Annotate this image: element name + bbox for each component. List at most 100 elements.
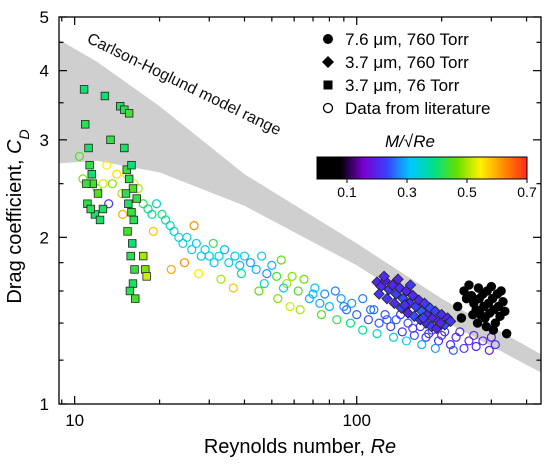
point-3-7um-760torr	[373, 288, 385, 300]
literature-point	[179, 258, 190, 268]
colorbar-tick-label: 0.3	[397, 184, 417, 200]
literature-point	[147, 209, 157, 220]
literature-point	[216, 274, 226, 284]
literature-point	[430, 343, 440, 354]
y-axis-label-subscript: D	[16, 129, 32, 139]
y-tick-label: 1	[40, 395, 49, 414]
literature-point	[262, 268, 272, 279]
y-axis-label-text: Drag coefficient,	[4, 154, 26, 304]
literature-point	[409, 330, 419, 341]
point-3-7um-760torr	[381, 292, 393, 305]
literature-point	[433, 336, 444, 346]
point-7-6um-760torr	[464, 280, 474, 290]
literature-point	[236, 268, 246, 279]
point-3-7um-76torr	[124, 109, 134, 118]
point-7-6um-760torr	[472, 318, 483, 328]
legend-label: Data from literature	[345, 99, 491, 118]
point-3-7um-76torr	[128, 239, 137, 248]
y-axis-label: Drag coefficient, CD	[4, 129, 32, 303]
literature-point	[363, 315, 374, 325]
point-3-7um-760torr	[404, 279, 417, 291]
legend: 7.6 μm, 760 Torr 3.7 μm, 760 Torr 3.7 μm, …	[322, 30, 491, 118]
literature-point	[339, 301, 349, 312]
literature-point	[278, 283, 289, 293]
point-3-7um-76torr	[126, 251, 135, 261]
literature-point	[382, 315, 392, 325]
literature-point	[214, 251, 224, 261]
literature-point	[143, 204, 153, 214]
legend-label: 3.7 μm, 760 Torr	[345, 53, 469, 72]
literature-point	[469, 330, 479, 341]
literature-point	[408, 323, 418, 333]
point-3-7um-76torr	[122, 165, 131, 174]
literature-point	[148, 226, 158, 236]
colorbar-ticks: 0.1 0.3 0.5 0.7	[337, 179, 537, 200]
literature-point	[285, 301, 295, 312]
point-3-7um-760torr	[444, 315, 457, 328]
x-tick-label: 10	[65, 411, 84, 430]
point-3-7um-760torr	[434, 317, 447, 329]
literature-point	[445, 340, 456, 350]
literature-point	[386, 321, 396, 332]
literature-point	[366, 305, 376, 315]
y-tick-label: 2	[40, 228, 49, 247]
legend-label: 7.6 μm, 760 Torr	[345, 30, 469, 49]
point-3-7um-760torr	[392, 273, 404, 286]
literature-point	[336, 294, 346, 304]
literature-point	[138, 199, 148, 209]
literature-point	[448, 345, 458, 355]
literature-point	[272, 271, 282, 282]
literature-point	[160, 215, 171, 225]
point-3-7um-76torr	[93, 189, 103, 198]
literature-point	[397, 327, 407, 337]
literature-point	[459, 343, 469, 354]
literature-point	[295, 305, 305, 315]
point-3-7um-760torr	[378, 270, 390, 283]
colorbar-tick-label: 0.1	[337, 184, 357, 200]
x-axis-label-text: Reynolds number,	[204, 436, 371, 458]
literature-point	[478, 336, 488, 346]
literature-point	[391, 315, 401, 325]
point-3-7um-76torr	[131, 294, 140, 303]
plot-frame	[58, 16, 542, 405]
literature-point	[352, 310, 362, 320]
literature-point	[254, 286, 264, 296]
literature-point	[310, 283, 320, 293]
literature-point	[104, 199, 114, 209]
point-3-7um-76torr	[128, 279, 138, 288]
literature-point	[358, 325, 368, 335]
literature-point	[330, 286, 340, 296]
point-3-7um-76torr	[79, 85, 89, 94]
literature-point	[239, 251, 250, 261]
point-3-7um-760torr	[417, 312, 429, 324]
literature-point	[316, 310, 327, 320]
literature-point	[259, 278, 269, 289]
literature-point	[287, 271, 297, 282]
literature-point	[107, 179, 117, 189]
literature-point	[191, 238, 201, 249]
point-7-6um-760torr	[500, 306, 510, 317]
literature-point	[293, 286, 303, 296]
point-3-7um-76torr	[84, 143, 93, 153]
literature-point	[372, 329, 382, 339]
point-3-7um-76torr	[121, 189, 131, 198]
x-tick-label: 100	[343, 411, 371, 430]
point-7-6um-760torr	[456, 313, 467, 323]
literature-point	[332, 315, 342, 325]
colorbar-label: M/√Re	[385, 132, 435, 151]
literature-point	[208, 238, 218, 249]
point-7-6um-760torr	[453, 301, 463, 312]
point-3-7um-76torr	[98, 204, 108, 214]
literature-point	[189, 220, 199, 231]
point-7-6um-760torr	[488, 325, 499, 335]
literature-point	[251, 264, 261, 275]
x-axis-label: Reynolds number, Re	[204, 436, 396, 458]
literature-point	[401, 336, 412, 346]
literature-point	[324, 301, 335, 312]
literature-point	[209, 258, 219, 268]
literature-point	[193, 268, 204, 279]
literature-point	[74, 151, 85, 162]
literature-point	[165, 220, 175, 231]
literature-point	[315, 298, 325, 308]
